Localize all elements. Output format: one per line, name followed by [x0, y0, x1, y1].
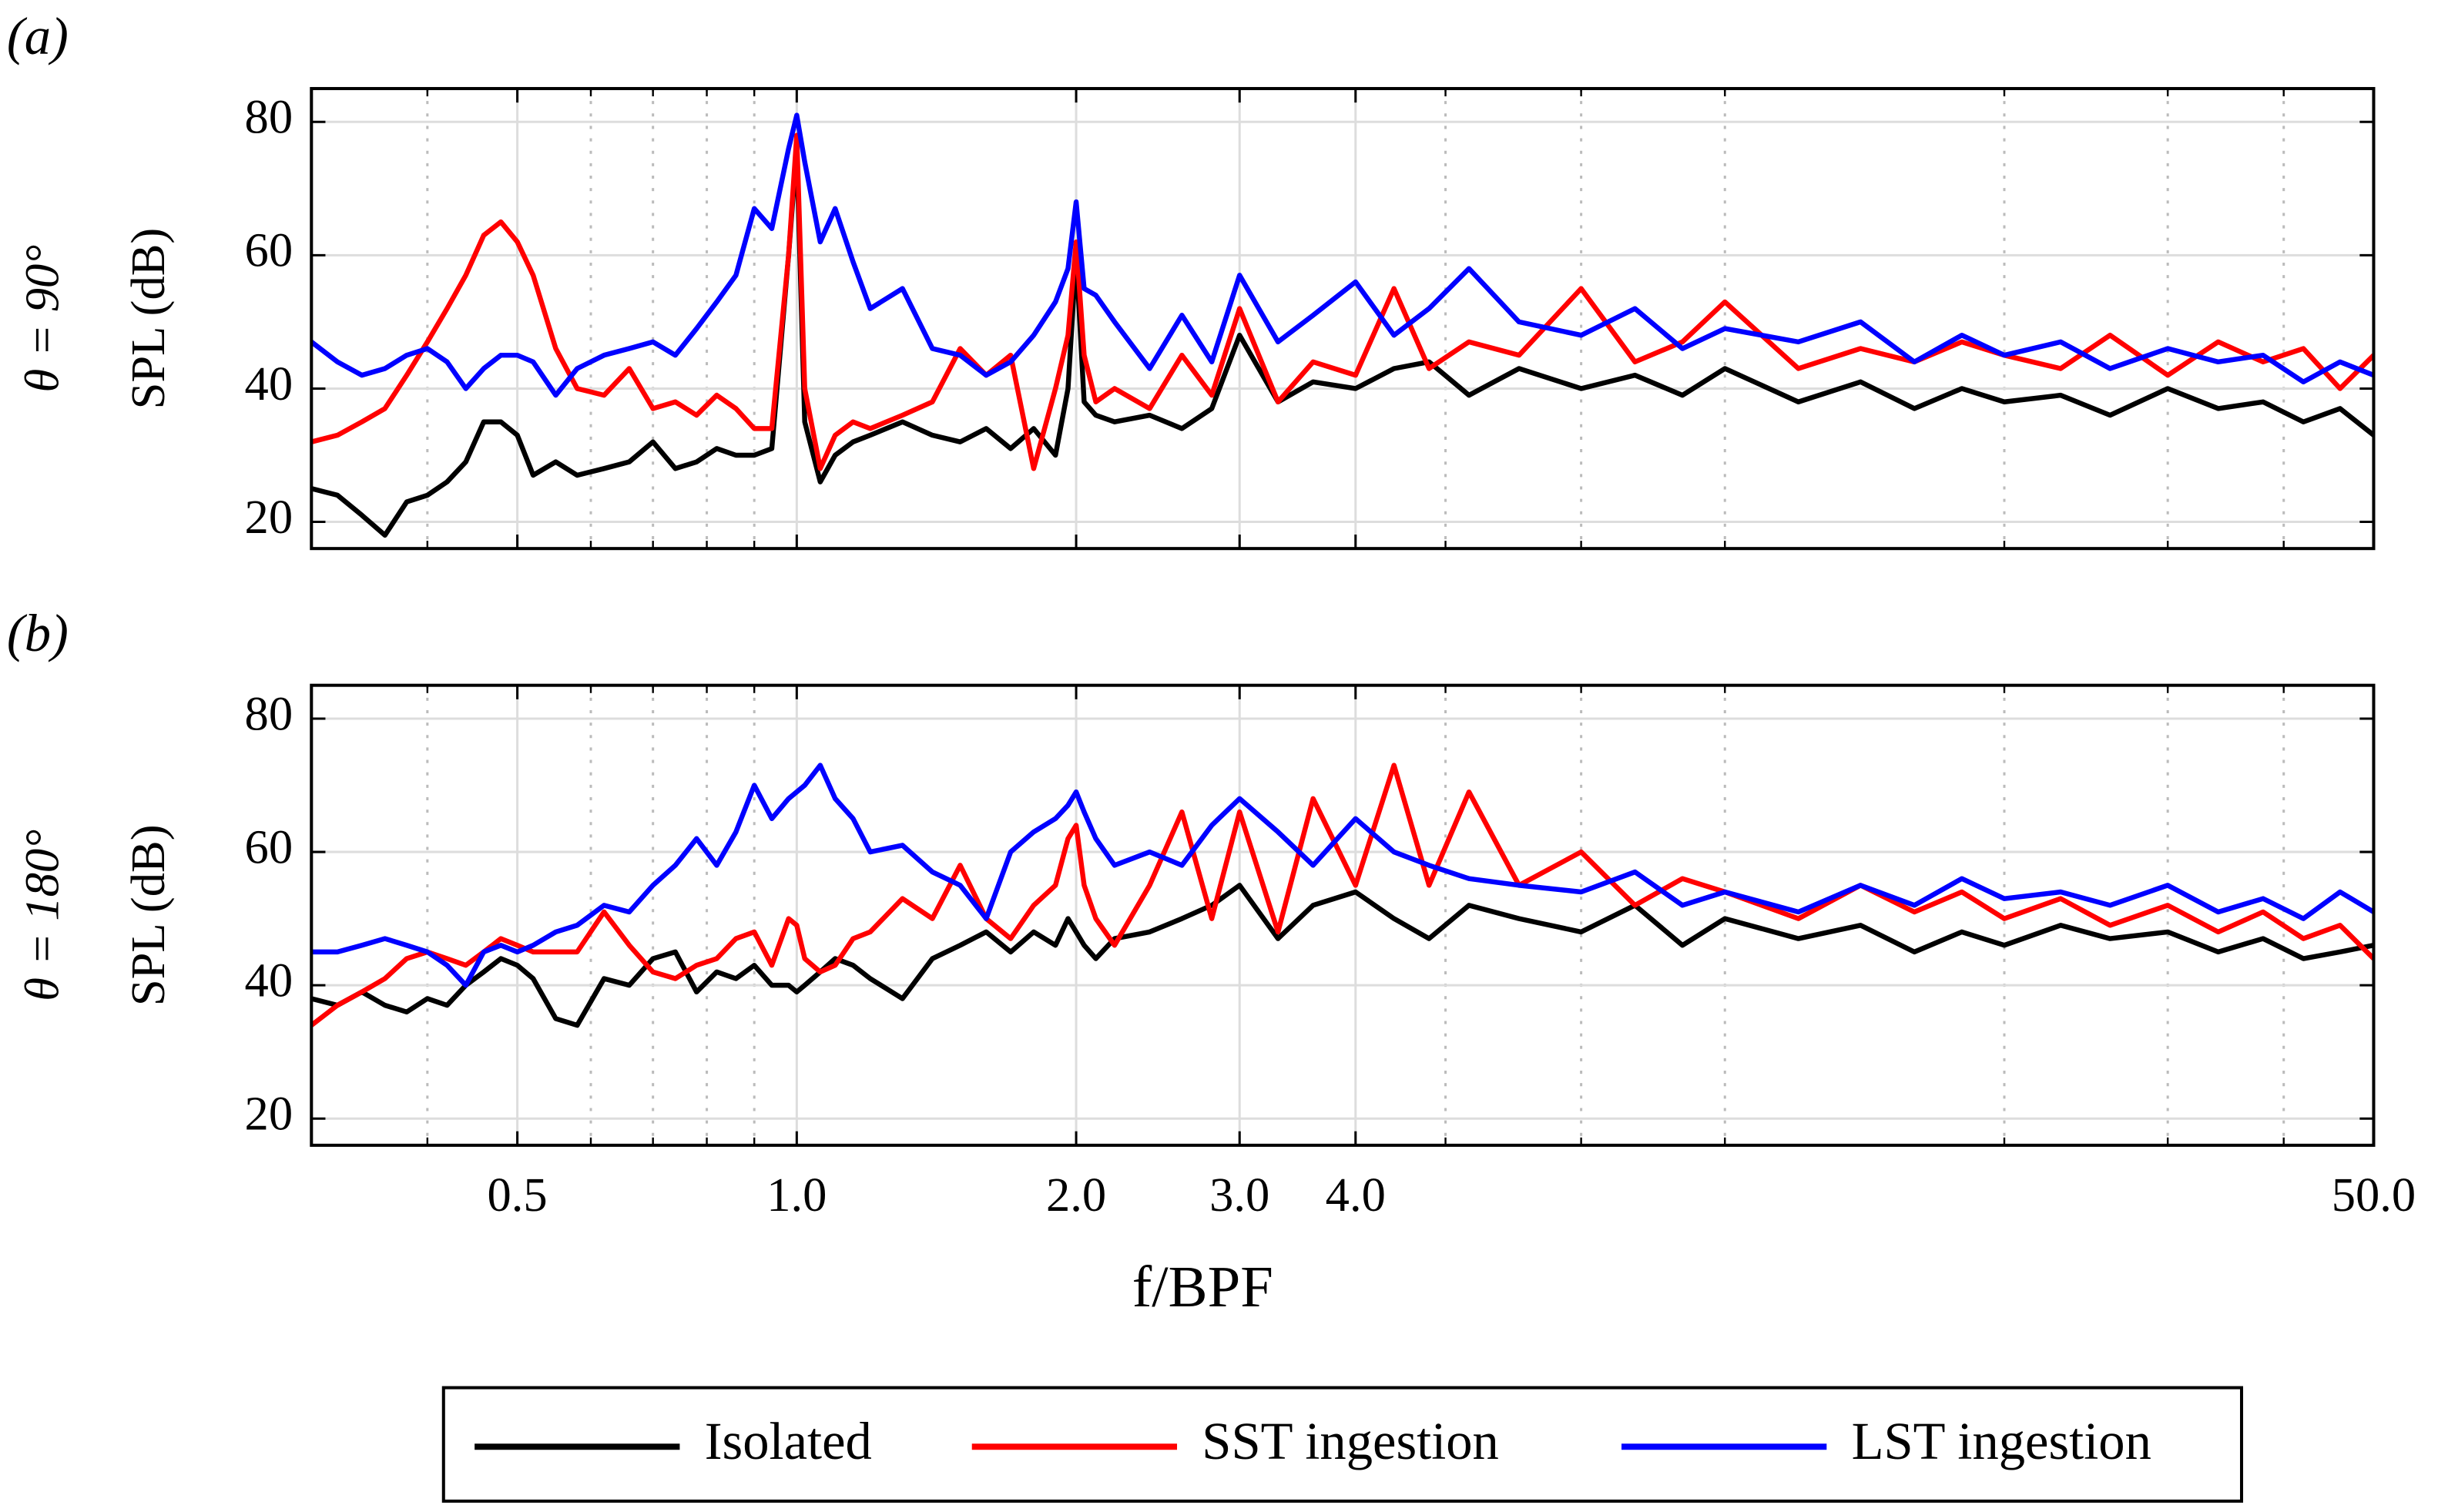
x-tick-label: 3.0 — [1209, 1168, 1269, 1222]
x-tick-label: 0.5 — [488, 1168, 548, 1222]
plot-area — [311, 763, 2374, 1028]
y-tick-label: 20 — [245, 1087, 293, 1141]
x-tick-label: 4.0 — [1326, 1168, 1386, 1222]
y-tick-label: 20 — [245, 490, 293, 544]
x-tick-label: 2.0 — [1046, 1168, 1106, 1222]
panel-label: (b) — [7, 604, 69, 662]
legend-label: SST ingestion — [1202, 1412, 1499, 1470]
x-tick-label: 50.0 — [2332, 1168, 2416, 1222]
angle-label: θ = 90° — [15, 245, 69, 393]
data-line — [311, 112, 2374, 398]
data-line — [311, 883, 2374, 1028]
data-line — [311, 132, 2374, 471]
x-tick-label: 1.0 — [766, 1168, 827, 1222]
plot-frame — [310, 86, 2376, 551]
panel-label: (a) — [7, 7, 69, 65]
y-tick-label: 60 — [245, 223, 293, 277]
x-axis-label: f/BPF — [1132, 1254, 1273, 1319]
angle-label: θ = 180° — [15, 830, 69, 1001]
plot-frame — [310, 683, 2376, 1147]
plot-area — [311, 112, 2374, 538]
y-tick-label: 40 — [245, 357, 293, 411]
legend-label: LST ingestion — [1852, 1412, 2151, 1470]
legend-box — [441, 1386, 2244, 1503]
y-tick-label: 60 — [245, 820, 293, 873]
y-tick-label: 80 — [245, 90, 293, 144]
data-line — [311, 146, 2374, 538]
data-line — [311, 763, 2374, 988]
legend-label: Isolated — [705, 1412, 872, 1470]
y-tick-label: 80 — [245, 686, 293, 740]
y-tick-label: 40 — [245, 954, 293, 1007]
y-axis-label: SPL (dB) — [121, 228, 175, 410]
data-line — [311, 763, 2374, 1028]
y-axis-label: SPL (dB) — [121, 824, 175, 1006]
